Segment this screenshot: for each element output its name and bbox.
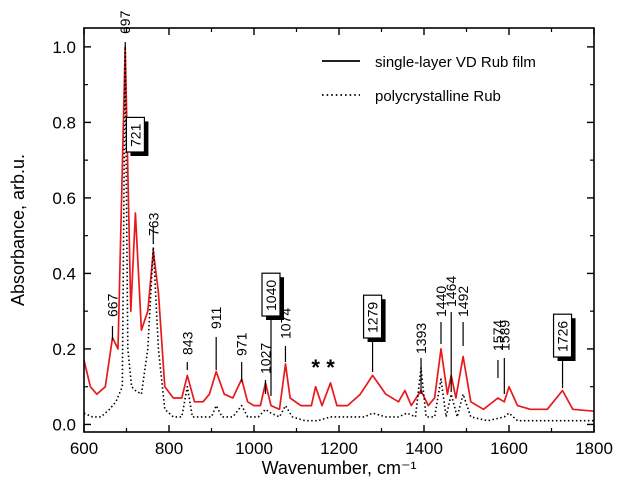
peak-label-group: 1279 — [362, 294, 386, 372]
peak-label: 1574 — [490, 320, 506, 351]
y-tick-label: 0.0 — [52, 415, 76, 434]
peak-label-group: 1027 — [257, 343, 273, 394]
y-tick-label: 1.0 — [52, 38, 76, 57]
peak-label: 1464 — [443, 276, 459, 307]
x-tick-label: 800 — [155, 439, 183, 458]
peak-label: 1726 — [555, 321, 571, 352]
peak-label: 667 — [104, 293, 120, 317]
x-axis-title: Wavenumber, cm⁻¹ — [262, 458, 417, 478]
peak-label-group: 911 — [208, 306, 224, 370]
asterisk-marker: * — [311, 355, 320, 380]
peak-label-box — [552, 313, 573, 358]
peak-label: 1279 — [365, 302, 381, 333]
peak-label: 1040 — [263, 280, 279, 311]
legend-label-film: single-layer VD Rub film — [375, 54, 536, 71]
series-line-polycrystalline — [83, 46, 594, 422]
peak-label: 1589 — [496, 320, 512, 351]
x-tick-label: 1000 — [235, 439, 273, 458]
peak-label-group: 1589 — [496, 320, 512, 394]
series-line-film — [83, 46, 595, 413]
peak-label-box — [362, 294, 383, 339]
peak-label: 697 — [117, 10, 133, 34]
peak-label: 911 — [208, 306, 224, 329]
peak-label-group: 1574 — [490, 320, 506, 378]
peak-label-group: 1464 — [443, 276, 459, 392]
peak-label-group: 763 — [145, 212, 161, 244]
peak-label-group: 1074 — [277, 308, 293, 362]
peak-label: 1074 — [277, 308, 293, 339]
x-tick-label: 1200 — [320, 439, 358, 458]
peak-label: 843 — [179, 331, 195, 355]
peak-label-group: 697 — [117, 10, 133, 50]
x-tick-label: 1800 — [575, 439, 613, 458]
y-tick-label: 0.2 — [52, 340, 76, 359]
y-tick-label: 0.8 — [52, 113, 76, 132]
peak-label-group: 1040 — [261, 272, 284, 396]
peak-label-group: 667 — [104, 293, 120, 340]
peak-label-box — [125, 116, 146, 153]
peak-label-group: 1440 — [433, 286, 449, 344]
peak-label-group: 721 — [125, 116, 149, 156]
peak-label: 1492 — [455, 286, 471, 317]
legend-label-polycrystalline: polycrystalline Rub — [375, 88, 501, 105]
peak-label: 721 — [127, 123, 143, 147]
peak-label-group: 1393 — [413, 323, 429, 394]
legend: single-layer VD Rub film polycrystalline… — [322, 54, 536, 105]
peak-label-box — [261, 272, 281, 317]
peak-label: 1393 — [413, 323, 429, 354]
x-tick-label: 1400 — [405, 439, 443, 458]
x-tick-label: 1600 — [490, 439, 528, 458]
series-group — [83, 46, 595, 422]
peak-label: 763 — [145, 212, 161, 236]
peak-label-group: 1726 — [552, 313, 576, 388]
y-axis-title: Absorbance, arb.u. — [8, 154, 28, 306]
y-tick-label: 0.4 — [52, 264, 76, 283]
axes-group: 600 800 1000 1200 1400 1600 1800 0.0 0.2 0.4 0.6 0.… — [52, 28, 613, 458]
peak-label-group: 1492 — [455, 286, 471, 346]
peak-label-group: 971 — [234, 332, 250, 382]
x-tick-label: 600 — [70, 439, 98, 458]
peak-label-group: 843 — [179, 331, 195, 370]
y-tick-label: 0.6 — [52, 189, 76, 208]
asterisk-marker: * — [326, 355, 335, 380]
peak-label: 1027 — [257, 343, 273, 374]
peak-label: 971 — [234, 332, 250, 356]
peak-label: 1440 — [433, 286, 449, 317]
